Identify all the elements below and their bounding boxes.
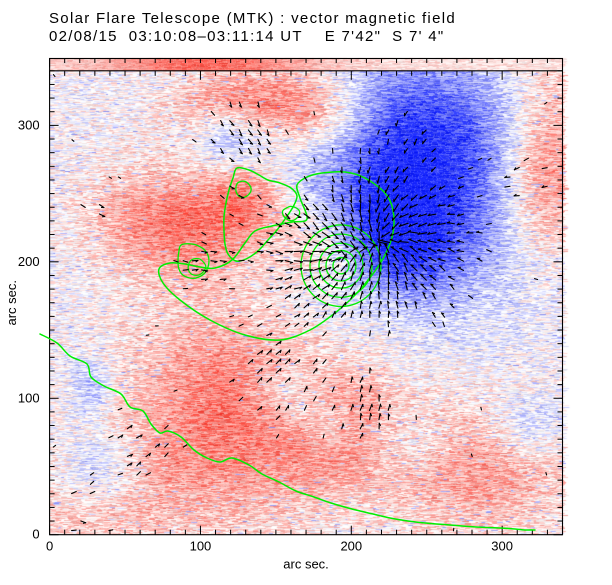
svg-text:arc sec.: arc sec. [283, 557, 329, 572]
svg-text:0: 0 [32, 527, 39, 542]
svg-text:100: 100 [190, 539, 212, 554]
svg-text:300: 300 [491, 539, 513, 554]
svg-text:100: 100 [18, 390, 40, 405]
svg-text:arc sec.: arc sec. [4, 280, 19, 326]
svg-text:200: 200 [18, 254, 40, 269]
svg-text:200: 200 [340, 539, 362, 554]
svg-text:300: 300 [18, 117, 40, 132]
svg-text:0: 0 [46, 539, 53, 554]
